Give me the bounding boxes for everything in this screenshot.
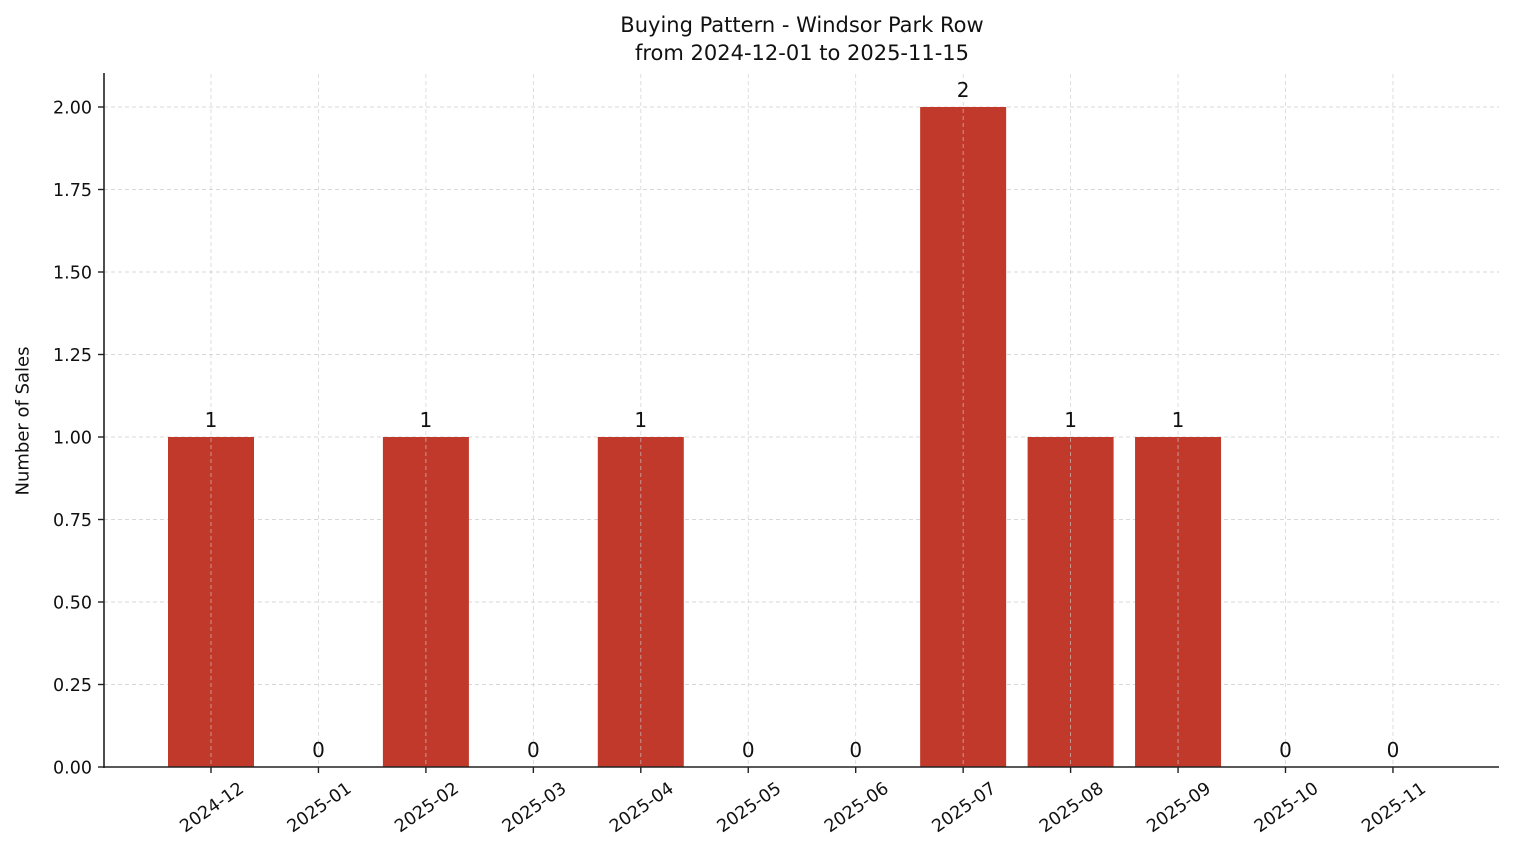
- bar-value-labels: 1 0 1 0 1 0 0 2 1 1 0 0: [205, 78, 1400, 762]
- gridlines: [104, 106, 1499, 685]
- y-tick-label: 1.75: [53, 181, 92, 201]
- x-tick-label: 2025-11: [1358, 779, 1429, 837]
- y-tick-label: 2.00: [53, 99, 92, 119]
- chart-title-line1: Buying Pattern - Windsor Park Row: [620, 13, 984, 37]
- x-axis-ticks: 2024-12 2025-01 2025-02 2025-03 2025-04 2025-…: [176, 767, 1430, 837]
- bar-value-label: 1: [634, 408, 647, 432]
- bar: [920, 107, 1007, 767]
- y-tick-label: 0.75: [53, 511, 92, 531]
- bar-value-label: 0: [742, 738, 755, 762]
- bar-value-label: 1: [420, 408, 433, 432]
- x-tick-label: 2025-09: [1144, 779, 1215, 837]
- y-tick-label: 0.00: [53, 759, 92, 779]
- y-tick-label: 1.50: [53, 264, 92, 284]
- x-tick-label: 2025-02: [391, 779, 462, 837]
- axes: [103, 73, 1499, 768]
- y-tick-label: 1.00: [53, 429, 92, 449]
- x-tick-label: 2025-03: [499, 779, 570, 837]
- x-tick-label: 2025-04: [606, 779, 677, 837]
- x-tick-label: 2025-07: [929, 779, 1000, 837]
- y-axis-ticks: 0.00 0.25 0.50 0.75 1.00 1.25 1.50 1.75 2.00: [53, 99, 104, 779]
- y-tick-label: 1.25: [53, 346, 92, 366]
- bar-value-label: 0: [1279, 738, 1292, 762]
- bar-value-label: 1: [1172, 408, 1185, 432]
- bar-value-label: 1: [205, 408, 218, 432]
- bar-value-label: 0: [527, 738, 540, 762]
- chart-title-line2: from 2024-12-01 to 2025-11-15: [634, 41, 970, 65]
- bar-value-label: 2: [957, 78, 970, 102]
- x-tick-label: 2025-06: [821, 779, 892, 837]
- y-tick-label: 0.25: [53, 676, 92, 696]
- bar-value-label: 0: [1387, 738, 1400, 762]
- x-tick-label: 2025-08: [1036, 779, 1107, 837]
- chart-title: Buying Pattern - Windsor Park Row from 2…: [0, 11, 1514, 67]
- bars: [168, 107, 1222, 767]
- bar-value-label: 0: [312, 738, 325, 762]
- x-tick-label: 2025-05: [714, 779, 785, 837]
- x-tick-label: 2024-12: [176, 779, 247, 837]
- x-tick-label: 2025-10: [1251, 779, 1322, 837]
- bar-value-label: 1: [1064, 408, 1077, 432]
- y-tick-label: 0.50: [53, 594, 92, 614]
- vertical-gridlines: [210, 74, 1394, 767]
- x-tick-label: 2025-01: [284, 779, 355, 837]
- bar-value-label: 0: [849, 738, 862, 762]
